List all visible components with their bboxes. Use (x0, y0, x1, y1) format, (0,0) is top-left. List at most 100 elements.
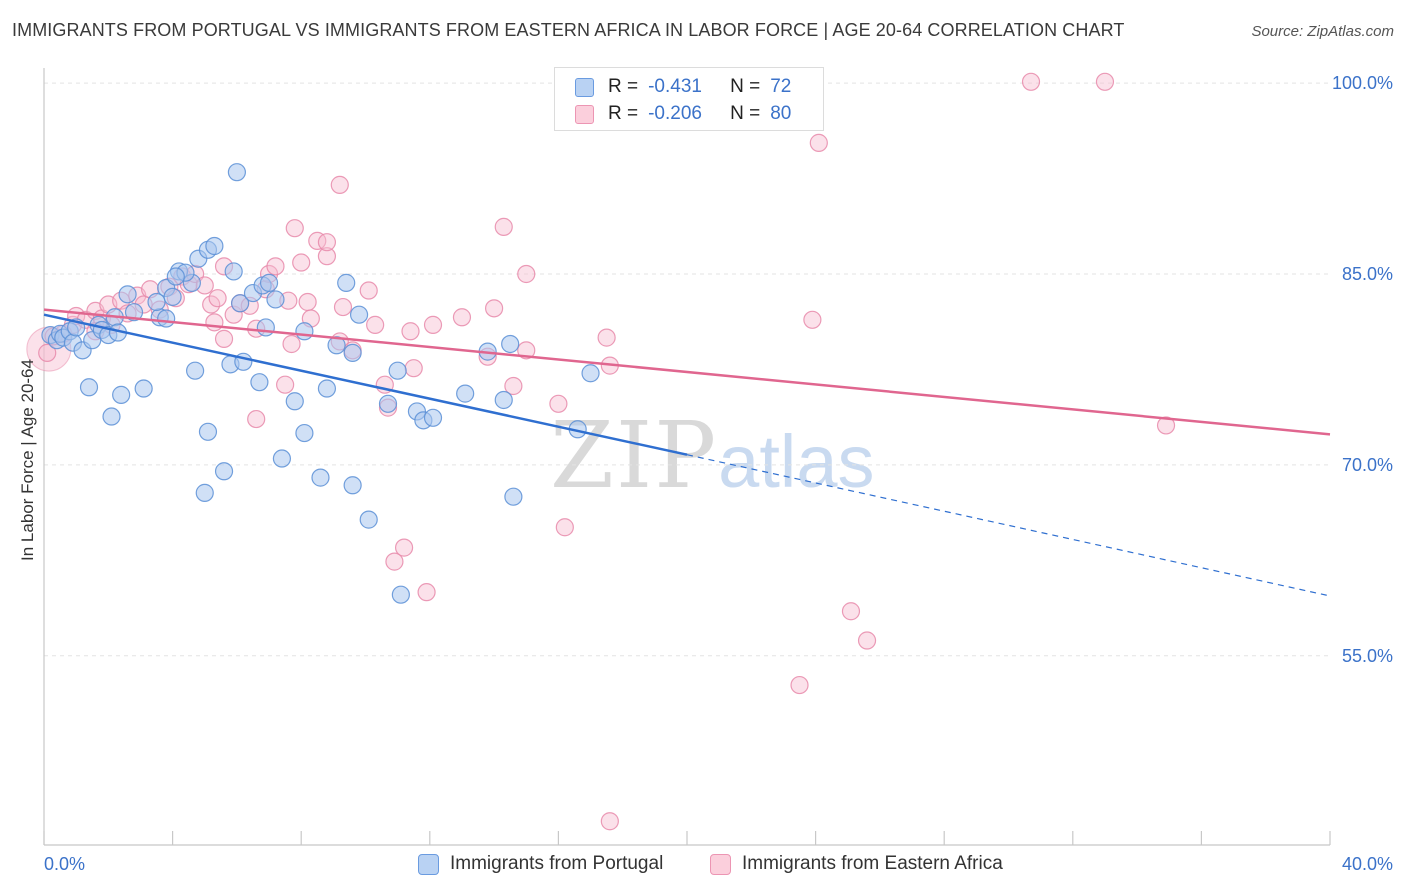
eastern-africa-point (292, 253, 311, 272)
watermark: ZIPatlas (550, 402, 874, 509)
eastern-africa-point (317, 233, 337, 252)
x-tick-label: 0.0% (44, 854, 85, 874)
eastern-africa-point (1095, 72, 1115, 91)
eastern-africa-point (452, 308, 472, 327)
r-value: -0.431 (648, 76, 702, 97)
pink-square-icon (710, 853, 731, 875)
portugal-point (250, 373, 269, 392)
legend-item-portugal: Immigrants from Portugal (418, 852, 663, 876)
legend-label: Immigrants from Portugal (450, 853, 664, 874)
r-label: R = (608, 103, 639, 124)
eastern-africa-point (366, 315, 385, 334)
source-label: Source: ZipAtlas.com (1251, 23, 1394, 40)
eastern-africa-point (208, 289, 227, 308)
portugal-point (337, 273, 356, 292)
eastern-africa-point (214, 329, 234, 348)
portugal-point (134, 379, 153, 398)
portugal-point (259, 273, 279, 292)
eastern-africa-point (333, 297, 353, 317)
portugal-point (494, 390, 513, 410)
portugal-point (224, 262, 243, 281)
watermark-atlas: atlas (718, 420, 875, 503)
portugal-point (311, 468, 330, 487)
portugal-point (504, 487, 523, 506)
eastern-africa-point (549, 394, 568, 413)
portugal-point (285, 392, 304, 411)
eastern-africa-point (266, 257, 285, 276)
portugal-point (198, 422, 218, 441)
eastern-africa-point (417, 583, 436, 602)
eastern-africa-point (330, 175, 349, 194)
eastern-africa-point (494, 217, 513, 236)
eastern-africa-point (555, 518, 574, 537)
eastern-africa-point (504, 376, 523, 396)
portugal-point (166, 267, 185, 286)
eastern-africa-point (285, 219, 304, 238)
portugal-point (205, 236, 224, 256)
portugal-point (118, 285, 137, 304)
portugal-point (186, 361, 205, 380)
portugal-point (195, 483, 214, 502)
eastern-africa-point (308, 231, 327, 250)
portugal-trend-line (43, 313, 688, 456)
eastern-africa-point (38, 343, 57, 362)
stats-legend-row-eastern-africa: R = -0.206 N = 80 (575, 101, 791, 127)
portugal-point (359, 510, 378, 529)
stats-legend-row-portugal: R = -0.431 N = 72 (575, 74, 791, 100)
chart-title: IMMIGRANTS FROM PORTUGAL VS IMMIGRANTS F… (12, 20, 1125, 40)
portugal-point (102, 407, 121, 426)
eastern-africa-point (809, 133, 828, 152)
portugal-point (266, 290, 285, 309)
portugal-point (272, 449, 292, 468)
n-value: 80 (770, 103, 792, 124)
portugal-point (295, 423, 314, 443)
eastern-africa-trend-line (43, 308, 1331, 436)
eastern-africa-point (205, 313, 224, 332)
eastern-africa-point (359, 281, 378, 300)
portugal-point (349, 305, 369, 324)
portugal-point (423, 408, 443, 427)
blue-swatch-icon (575, 77, 594, 97)
portugal-point (501, 334, 520, 354)
eastern-africa-point (1021, 72, 1041, 91)
eastern-africa-point (385, 552, 404, 571)
eastern-africa-point (404, 359, 423, 378)
portugal-point (391, 585, 410, 604)
r-label: R = (608, 76, 639, 97)
blue-square-icon (418, 853, 439, 875)
portugal-trend-extension (686, 454, 1331, 597)
portugal-point (343, 343, 362, 362)
eastern-africa-point (394, 538, 414, 557)
eastern-africa-point (517, 264, 536, 284)
portugal-point (79, 378, 99, 397)
eastern-africa-point (1156, 416, 1176, 435)
y-tick-label: 100.0% (1332, 73, 1393, 93)
portugal-point (295, 322, 314, 341)
eastern-africa-point (803, 310, 822, 329)
y-tick-label: 55.0% (1342, 646, 1393, 666)
n-value: 72 (770, 76, 792, 97)
n-label: N = (730, 103, 761, 124)
stats-legend: R = -0.431 N = 72 R = -0.206 N = 80 (554, 67, 824, 131)
y-axis-label: In Labor Force | Age 20-64 (18, 359, 37, 561)
portugal-point (388, 361, 407, 380)
portugal-point (456, 384, 475, 403)
legend-item-eastern-africa: Immigrants from Eastern Africa (710, 852, 1003, 876)
portugal-point (112, 385, 131, 404)
portugal-point (231, 294, 250, 313)
portugal-point (581, 364, 600, 383)
portugal-point (343, 476, 362, 495)
eastern-africa-point (317, 247, 337, 266)
portugal-point (214, 462, 234, 481)
eastern-africa-point (790, 675, 809, 695)
eastern-africa-point (841, 602, 861, 621)
eastern-africa-point (485, 299, 504, 318)
eastern-africa-point (423, 315, 443, 334)
portugal-point (317, 379, 337, 398)
n-label: N = (730, 76, 761, 97)
eastern-africa-point (247, 409, 266, 429)
r-value: -0.206 (648, 103, 702, 124)
eastern-africa-point (517, 341, 536, 360)
portugal-point (147, 292, 166, 312)
